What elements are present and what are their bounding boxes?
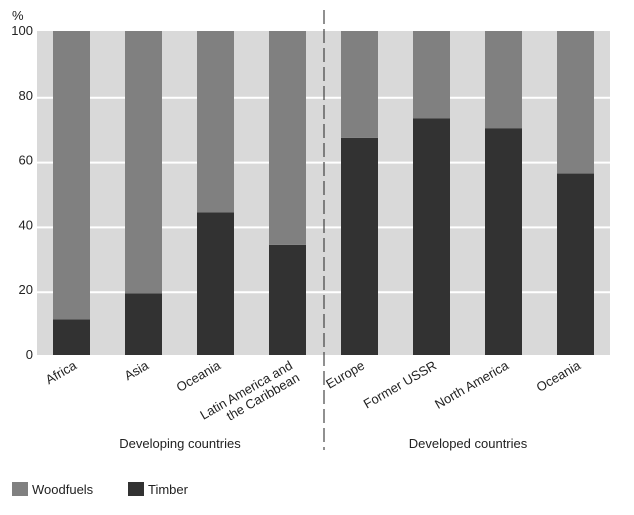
- bar-woodfuels: [125, 31, 162, 294]
- bar-woodfuels: [557, 31, 594, 174]
- x-tick-label: North America: [432, 357, 511, 412]
- bar-woodfuels: [197, 31, 234, 213]
- x-tick-label: Former USSR: [361, 358, 439, 412]
- y-tick-label: 20: [19, 282, 33, 297]
- legend-label-woodfuels: Woodfuels: [32, 482, 94, 497]
- bar-timber: [197, 212, 234, 355]
- y-tick-label: 40: [19, 217, 33, 232]
- x-tick-label: Oceania: [174, 357, 224, 395]
- y-tick-label: 0: [26, 347, 33, 362]
- bar-timber: [125, 293, 162, 355]
- legend-label-timber: Timber: [148, 482, 189, 497]
- y-axis-label: %: [12, 8, 24, 23]
- bar-woodfuels: [53, 31, 90, 320]
- bar-timber: [269, 244, 306, 355]
- legend-swatch-woodfuels: [12, 482, 28, 496]
- bar-woodfuels: [485, 31, 522, 129]
- x-tick-label: Asia: [122, 357, 152, 383]
- bar-timber: [557, 173, 594, 355]
- bar-woodfuels: [413, 31, 450, 119]
- bar-woodfuels: [341, 31, 378, 138]
- y-tick-label: 60: [19, 153, 33, 168]
- group-label-developing: Developing countries: [119, 436, 241, 451]
- bar-timber: [341, 137, 378, 355]
- x-tick-label: Europe: [323, 358, 367, 392]
- group-label-developed: Developed countries: [409, 436, 528, 451]
- bar-timber: [53, 319, 90, 355]
- x-tick-label: Oceania: [534, 357, 584, 395]
- x-tick-label: Africa: [43, 357, 80, 387]
- legend: Woodfuels Timber: [12, 482, 189, 497]
- bar-woodfuels: [269, 31, 306, 245]
- bar-timber: [485, 128, 522, 355]
- y-tick-label: 80: [19, 88, 33, 103]
- bar-timber: [413, 118, 450, 355]
- legend-swatch-timber: [128, 482, 144, 496]
- y-tick-label: 100: [11, 23, 33, 38]
